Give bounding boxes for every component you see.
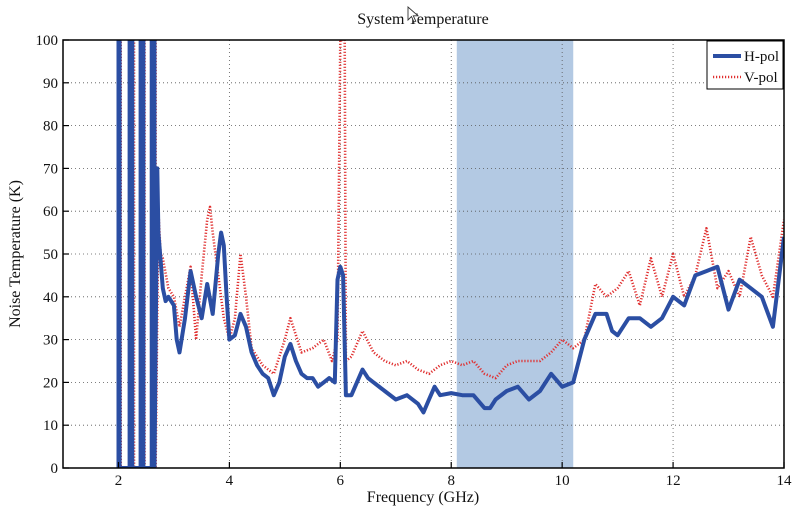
cursor-icon (407, 6, 420, 23)
y-tick-label: 30 (43, 333, 58, 349)
y-tick-label: 80 (43, 119, 58, 135)
x-tick-label: 4 (226, 473, 234, 489)
y-tick-label: 40 (43, 290, 58, 306)
legend-label-v-pol: V-pol (744, 70, 778, 86)
y-tick-label: 50 (43, 247, 58, 263)
chart-title: System Temperature (357, 11, 488, 28)
y-tick-label: 100 (36, 33, 59, 49)
series-line-h-pol (116, 40, 784, 468)
legend: H-pol V-pol (706, 40, 784, 90)
x-tick-label: 2 (115, 473, 123, 489)
series-line-v-pol (117, 40, 784, 468)
x-tick-label: 6 (337, 473, 345, 489)
x-axis-label: Frequency (GHz) (367, 489, 479, 506)
legend-box (706, 40, 784, 90)
y-axis-label: Noise Temperature (K) (7, 180, 24, 328)
x-tick-label: 14 (777, 473, 793, 489)
legend-label-h-pol: H-pol (744, 49, 779, 65)
x-tick-label: 8 (447, 473, 455, 489)
y-tick-label: 10 (43, 418, 58, 434)
y-tick-label: 20 (43, 375, 58, 391)
x-tick-label: 12 (666, 473, 681, 489)
y-tick-label: 70 (43, 161, 58, 177)
y-tick-label: 60 (43, 204, 58, 220)
y-tick-label: 0 (51, 461, 59, 477)
y-tick-label: 90 (43, 76, 58, 92)
x-tick-label: 10 (555, 473, 570, 489)
